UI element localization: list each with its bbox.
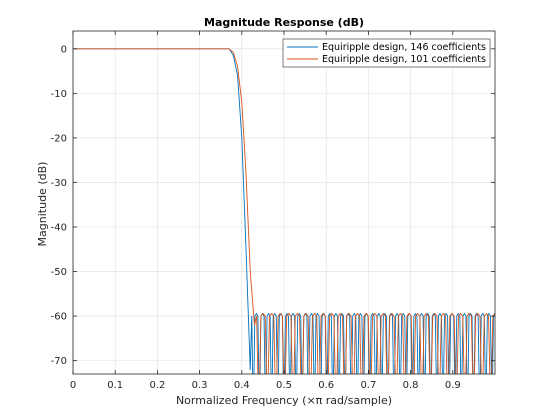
x-tick-label: 0.5 (276, 380, 292, 391)
y-tick-label: -30 (51, 178, 67, 189)
x-tick-label: 0.2 (149, 380, 165, 391)
x-tick-label: 0.7 (360, 380, 376, 391)
x-tick-label: 0.3 (192, 380, 208, 391)
y-tick-label: -10 (51, 89, 67, 100)
x-tick-label: 0.6 (318, 380, 334, 391)
x-tick-label: 0.8 (403, 380, 419, 391)
y-tick-label: -70 (51, 356, 67, 367)
y-tick-label: 0 (61, 44, 67, 55)
y-tick-label: -40 (51, 223, 67, 234)
y-tick-label: -60 (51, 312, 67, 323)
x-tick-label: 0 (70, 380, 76, 391)
y-axis-label: Magnitude (dB) (36, 162, 49, 247)
legend-box (282, 38, 491, 68)
ticks: 0 0.1 0.2 0.3 0.4 0.5 0.6 0.7 0.8 0.9 0 -10 -20 -30 -4… (51, 31, 495, 391)
y-tick-label: -20 (51, 133, 67, 144)
legend-label-146: Equiripple design, 146 coefficients (322, 42, 486, 53)
legend-label-101: Equiripple design, 101 coefficients (322, 54, 486, 65)
chart-title: Magnitude Response (dB) (204, 16, 364, 29)
series-group (73, 48, 495, 374)
x-tick-label: 0.4 (234, 380, 250, 391)
x-tick-label: 0.1 (107, 380, 123, 391)
x-axis-label: Normalized Frequency (×π rad/sample) (176, 394, 392, 407)
y-tick-label: -50 (51, 267, 67, 278)
series-line-1 (73, 48, 495, 374)
x-tick-label: 0.9 (445, 380, 461, 391)
legend: Equiripple design, 146 coefficients Equi… (282, 38, 491, 68)
